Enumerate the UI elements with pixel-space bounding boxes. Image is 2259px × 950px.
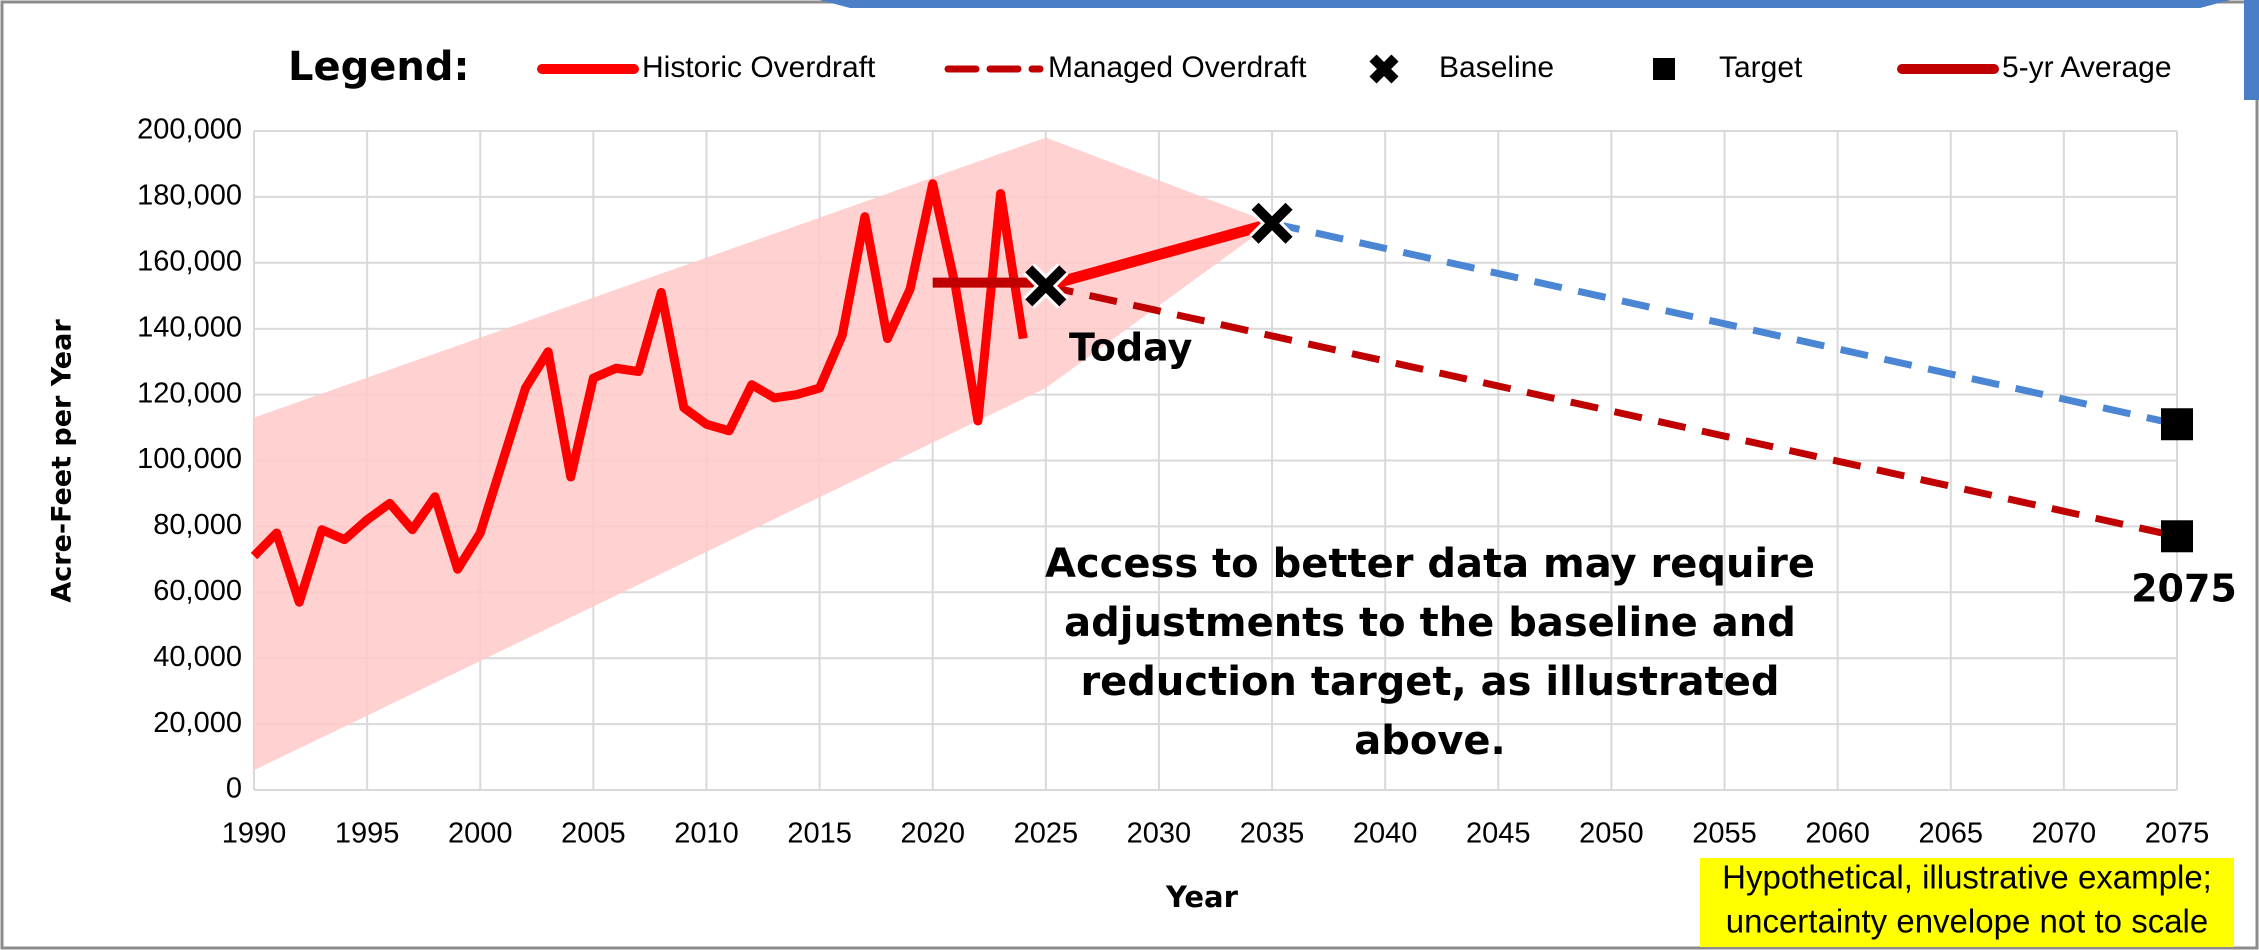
marker-baseline [1249, 200, 1295, 246]
annotation-end-year: 2075 [2131, 567, 2237, 611]
marker-x [1369, 54, 1399, 84]
series-line [1045, 282, 2178, 540]
x-tick-label: 2040 [1353, 818, 1418, 850]
decoration [2244, 0, 2259, 100]
legend-label: Managed Overdraft [1048, 51, 1307, 84]
legend-label: Target [1719, 51, 1803, 84]
y-tick-label: 120,000 [137, 377, 242, 409]
legend-label: Historic Overdraft [642, 51, 876, 84]
marker-target [2161, 520, 2193, 553]
marker-x [1025, 265, 1067, 307]
x-tick-label: 2035 [1240, 818, 1305, 850]
marker-baseline [1023, 263, 1069, 309]
marker-target [1653, 58, 1675, 80]
series-line [1271, 219, 2178, 428]
x-tick-label: 2025 [1014, 818, 1079, 850]
x-tick-label: 2055 [1692, 818, 1757, 850]
y-tick-label: 100,000 [137, 443, 242, 475]
x-tick-label: 2030 [1127, 818, 1192, 850]
y-tick-label: 40,000 [153, 641, 242, 673]
legend-label: Baseline [1439, 51, 1554, 84]
x-tick-label: 1990 [222, 818, 287, 850]
y-axis-label: Acre-Feet per Year [47, 319, 78, 603]
x-tick-label: 2005 [561, 818, 626, 850]
x-tick-label: 2060 [1805, 818, 1870, 850]
decoration [820, 0, 2230, 8]
series-line [250, 179, 1028, 607]
y-tick-label: 0 [226, 773, 242, 805]
marker-target [2161, 408, 2193, 441]
y-tick-label: 160,000 [137, 245, 242, 277]
y-tick-label: 180,000 [137, 180, 242, 212]
disclaimer-box [1700, 858, 2234, 947]
x-tick-label: 2075 [2145, 818, 2210, 850]
marker-baseline [1367, 52, 1401, 86]
legend-title: Legend: [288, 44, 469, 90]
x-tick-label: 2010 [674, 818, 739, 850]
x-tick-label: 2045 [1466, 818, 1531, 850]
annotation-note: above. [1354, 718, 1506, 764]
x-tick-label: 2015 [787, 818, 852, 850]
x-tick-label: 2050 [1579, 818, 1644, 850]
y-tick-label: 60,000 [153, 575, 242, 607]
annotation-today: Today [1069, 326, 1193, 370]
x-tick-label: 1995 [335, 818, 400, 850]
y-tick-label: 140,000 [137, 311, 242, 343]
disclaimer-text: Hypothetical, illustrative example; [1722, 859, 2212, 896]
annotation-note: Access to better data may require [1045, 541, 1815, 587]
marker-x [1251, 202, 1293, 244]
disclaimer-text: uncertainty envelope not to scale [1726, 903, 2208, 940]
legend-label: 5-yr Average [2002, 51, 2172, 84]
x-tick-label: 2065 [1919, 818, 1984, 850]
x-axis-label: Year [1165, 880, 1239, 914]
y-tick-label: 200,000 [137, 114, 242, 146]
x-tick-label: 2000 [448, 818, 513, 850]
annotation-note: adjustments to the baseline and [1064, 600, 1796, 646]
series-line [1044, 217, 1274, 292]
x-tick-label: 2070 [2032, 818, 2097, 850]
y-tick-label: 80,000 [153, 509, 242, 541]
x-tick-label: 2020 [900, 818, 965, 850]
y-tick-label: 20,000 [153, 707, 242, 739]
annotation-note: reduction target, as illustrated [1080, 659, 1779, 705]
